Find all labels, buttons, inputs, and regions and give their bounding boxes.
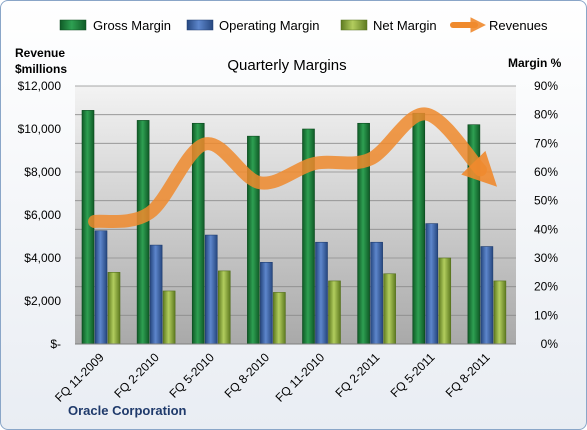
bar-net-margin xyxy=(328,280,341,345)
x-tick-label: FQ 5-2011 xyxy=(388,350,438,400)
y-left-tick-labels: $- $2,000 $4,000 $6,000 $8,000 $10,000 $12,000 xyxy=(18,79,62,351)
point-revenues xyxy=(149,212,151,214)
y-left-tick-label: $- xyxy=(50,337,61,351)
y-right-tick-label: 0% xyxy=(541,337,559,351)
legend: Gross Margin Operating Margin Net Margin… xyxy=(59,17,548,33)
point-revenues xyxy=(314,162,316,164)
point-revenues xyxy=(424,113,426,115)
y-right-axis-title: Margin % xyxy=(508,56,562,70)
bar-operating-margin xyxy=(94,230,108,345)
bar-net-margin xyxy=(217,270,231,345)
y-right-tick-label: 20% xyxy=(534,280,558,294)
bar-gross-margin xyxy=(136,120,150,345)
x-tick-label: FQ 8-2010 xyxy=(222,350,273,401)
bar-net-margin xyxy=(493,280,507,345)
bar-net-margin xyxy=(438,257,452,345)
bar-net-margin xyxy=(107,272,121,345)
y-right-tick-label: 90% xyxy=(534,79,558,93)
y-left-tick-label: $12,000 xyxy=(18,79,62,93)
y-right-tick-label: 50% xyxy=(534,194,558,208)
y-right-tick-label: 10% xyxy=(534,308,558,322)
y-left-axis-title-line1: Revenue xyxy=(15,46,65,60)
bar-operating-margin xyxy=(480,246,494,345)
y-left-tick-label: $10,000 xyxy=(18,122,62,136)
corporation-label: Oracle Corporation xyxy=(68,403,187,418)
legend-label-gross-margin: Gross Margin xyxy=(93,18,171,33)
x-tick-label: FQ 5-2010 xyxy=(166,350,217,401)
x-tick-label: FQ 2-2011 xyxy=(332,350,382,400)
x-tick-label: FQ 8-2011 xyxy=(443,350,493,400)
legend-label-revenues: Revenues xyxy=(489,18,548,33)
y-right-tick-label: 80% xyxy=(534,108,558,122)
y-left-tick-label: $8,000 xyxy=(24,165,61,179)
point-revenues xyxy=(259,182,261,184)
legend-item-revenues: Revenues xyxy=(450,17,548,33)
y-right-tick-label: 40% xyxy=(534,222,558,236)
revenue-line-group xyxy=(88,107,498,229)
y-right-tick-label: 30% xyxy=(534,251,558,265)
bar-net-margin xyxy=(273,292,286,345)
bar-gross-margin xyxy=(247,135,260,345)
line-revenues xyxy=(88,107,498,229)
point-revenues xyxy=(204,143,206,145)
bar-gross-margin xyxy=(412,112,426,345)
bar-operating-margin xyxy=(204,234,218,345)
y-left-axis-title-line2: $millions xyxy=(15,62,67,76)
x-tick-label: FQ 11-2010 xyxy=(273,350,328,405)
bar-net-margin xyxy=(383,273,396,345)
legend-item-operating-margin: Operating Margin xyxy=(186,18,319,33)
y-left-tick-label: $4,000 xyxy=(24,251,61,265)
y-right-tick-labels: 0% 10% 20% 30% 40% 50% 60% 70% 80% 90% xyxy=(534,79,558,351)
legend-label-net-margin: Net Margin xyxy=(373,18,437,33)
y-right-tick-label: 70% xyxy=(534,136,558,150)
legend-swatch-gross-margin xyxy=(59,19,87,31)
y-left-tick-label: $2,000 xyxy=(24,294,61,308)
bar-operating-margin xyxy=(370,241,383,345)
x-tick-label: FQ 11-2009 xyxy=(52,350,107,405)
y-left-tick-label: $6,000 xyxy=(24,208,61,222)
point-revenues xyxy=(479,169,481,171)
point-revenues xyxy=(369,158,371,160)
legend-label-operating-margin: Operating Margin xyxy=(219,18,319,33)
legend-item-gross-margin: Gross Margin xyxy=(59,18,171,33)
bar-net-margin xyxy=(162,290,176,345)
legend-swatch-net-margin xyxy=(340,19,368,31)
legend-swatch-operating-margin xyxy=(186,19,214,31)
bar-operating-margin xyxy=(315,241,328,345)
point-revenues xyxy=(94,220,96,222)
legend-item-net-margin: Net Margin xyxy=(340,18,437,33)
y-right-tick-label: 60% xyxy=(534,165,558,179)
bar-operating-margin xyxy=(425,223,439,345)
chart-title: Quarterly Margins xyxy=(227,57,346,74)
x-tick-labels: FQ 11-2009 FQ 2-2010 FQ 5-2010 FQ 8-2010 FQ … xyxy=(52,350,493,405)
bar-operating-margin xyxy=(260,261,273,345)
bar-operating-margin xyxy=(149,244,163,345)
x-tick-label: FQ 2-2010 xyxy=(111,350,162,401)
